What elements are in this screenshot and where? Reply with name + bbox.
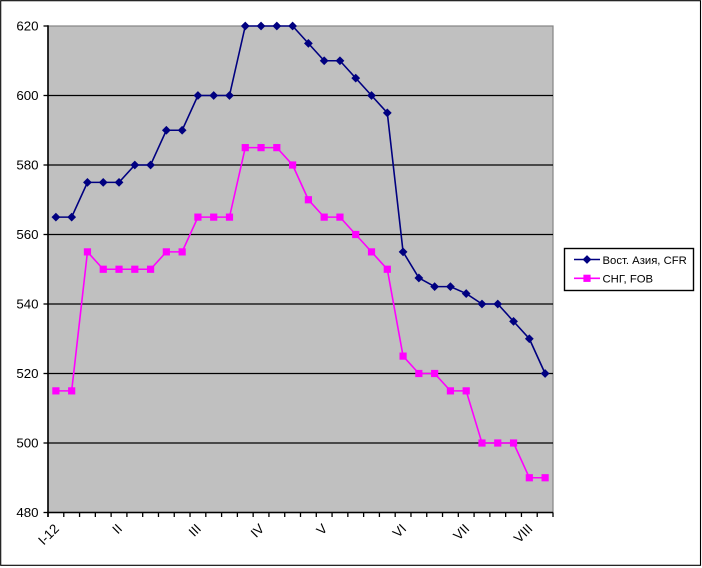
svg-text:СНГ, FOB: СНГ, FOB: [603, 273, 654, 285]
svg-text:480: 480: [16, 505, 38, 520]
svg-text:500: 500: [16, 436, 38, 451]
svg-text:580: 580: [16, 158, 38, 173]
svg-text:540: 540: [16, 297, 38, 312]
svg-text:Вост. Азия, CFR: Вост. Азия, CFR: [603, 255, 687, 267]
svg-text:560: 560: [16, 227, 38, 242]
svg-text:600: 600: [16, 88, 38, 103]
svg-text:620: 620: [16, 19, 38, 34]
svg-text:520: 520: [16, 366, 38, 381]
